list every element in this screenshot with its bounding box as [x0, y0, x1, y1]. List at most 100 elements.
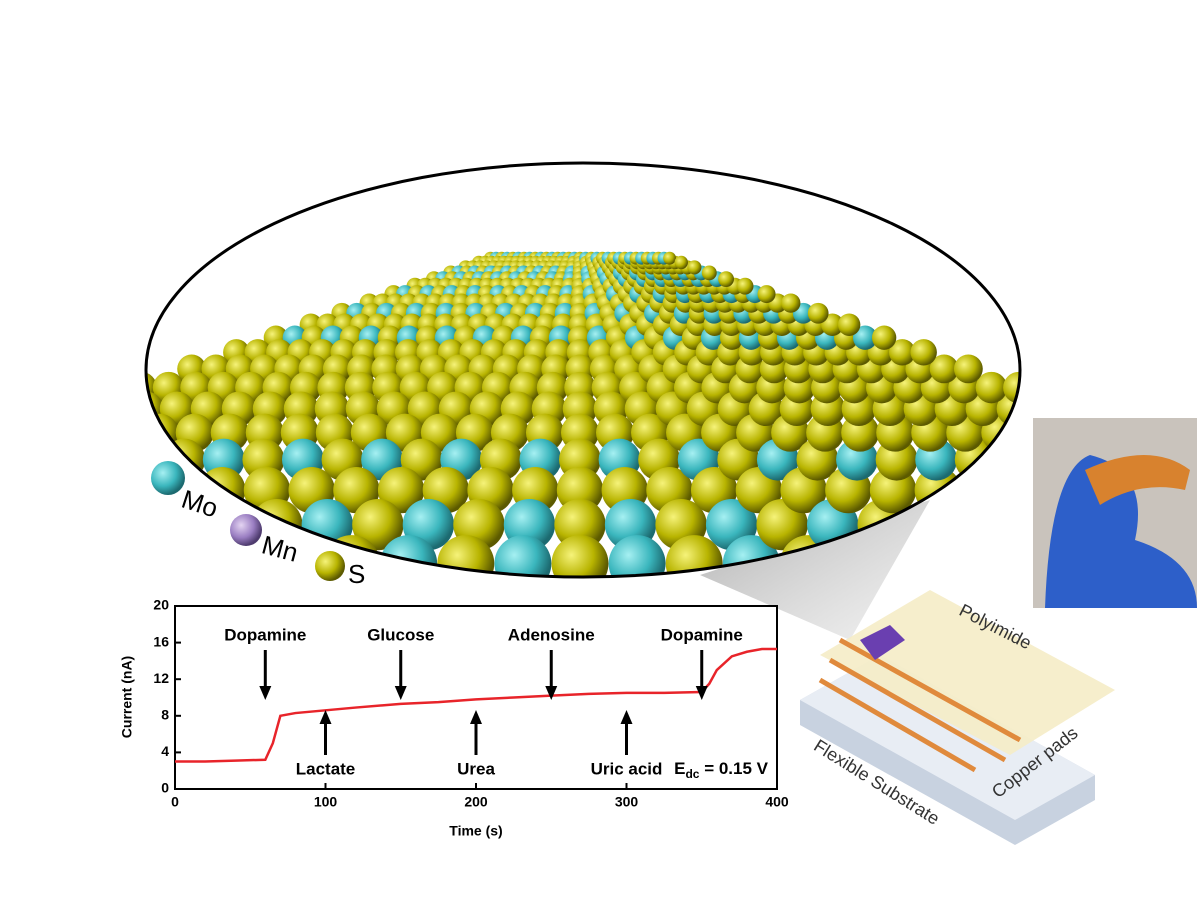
atom — [1128, 622, 1197, 693]
atom — [994, 438, 1020, 481]
annotation: Dopamine — [224, 625, 306, 644]
atom — [608, 535, 666, 577]
atom — [146, 575, 160, 577]
annotation: Lactate — [296, 759, 356, 778]
x-tick-label: 0 — [171, 794, 179, 810]
atom — [45, 439, 87, 481]
atom — [146, 498, 151, 551]
annotation: Urea — [457, 759, 495, 778]
atom — [0, 439, 7, 481]
y-tick-label: 12 — [153, 670, 169, 686]
atom — [951, 535, 1009, 577]
note-main: E — [674, 759, 685, 778]
atom — [756, 498, 808, 551]
atom — [1, 414, 39, 452]
atom — [377, 466, 425, 514]
atom — [437, 535, 495, 577]
arrow-head — [620, 710, 633, 724]
annotation: Uric acid — [591, 759, 663, 778]
atom — [208, 535, 266, 577]
atom — [146, 535, 152, 577]
atom — [959, 466, 1006, 514]
arrow-head — [545, 686, 558, 700]
atom — [551, 535, 609, 577]
annotation: Adenosine — [508, 625, 595, 644]
x-tick-label: 100 — [314, 794, 338, 810]
y-tick-label: 20 — [153, 597, 169, 613]
x-tick-label: 400 — [765, 794, 789, 810]
atom — [687, 260, 702, 275]
arrow-head — [394, 686, 407, 700]
data-line — [175, 647, 777, 763]
atom — [0, 535, 37, 592]
y-tick-label: 4 — [161, 743, 169, 759]
atom — [554, 498, 606, 551]
device — [800, 418, 1197, 845]
atom — [807, 302, 829, 324]
y-tick-label: 8 — [161, 707, 169, 723]
atom — [352, 498, 404, 551]
plot-frame — [174, 605, 778, 790]
atom — [151, 535, 209, 577]
lattice — [0, 163, 1197, 693]
atom — [32, 576, 95, 639]
arrow-head — [259, 686, 272, 700]
atom-label: Mo — [178, 484, 222, 524]
atom — [67, 391, 102, 426]
atom — [674, 255, 688, 270]
atom — [663, 251, 676, 265]
atom-label: S — [348, 559, 365, 589]
atom — [0, 467, 22, 513]
atom — [146, 466, 156, 514]
atom — [929, 354, 959, 384]
arrow-head — [319, 710, 332, 724]
atom — [975, 371, 1008, 404]
y-tick-label: 0 — [161, 780, 169, 796]
zoom-cone — [700, 500, 930, 640]
arrow-head — [470, 710, 482, 724]
atom — [781, 293, 801, 313]
atom — [0, 622, 32, 693]
mn-ball — [230, 514, 262, 546]
atom — [0, 499, 50, 550]
atom — [872, 325, 897, 350]
atom — [910, 339, 937, 366]
note-rest: = 0.15 V — [699, 759, 768, 778]
atom — [84, 439, 126, 481]
s-ball — [315, 551, 345, 581]
atom — [20, 467, 66, 513]
atom — [701, 265, 717, 281]
atom — [71, 414, 109, 452]
arrow-head — [695, 686, 708, 700]
atom — [736, 277, 754, 295]
note-sub: dc — [685, 767, 699, 781]
atom — [106, 414, 144, 452]
atom — [718, 271, 735, 288]
x-tick-label: 300 — [615, 794, 639, 810]
atom — [0, 576, 31, 639]
atom-label: Mn — [259, 529, 302, 567]
annotation: Dopamine — [661, 625, 743, 644]
atom — [5, 439, 47, 481]
atom — [98, 391, 133, 426]
y-tick-label: 16 — [153, 633, 169, 649]
atom — [665, 535, 723, 577]
atom — [852, 325, 878, 350]
atom — [36, 414, 74, 452]
x-tick-label: 200 — [464, 794, 488, 810]
mo-ball — [151, 461, 185, 495]
y-axis-title: Current (nA) — [119, 656, 135, 738]
atom — [958, 498, 1010, 551]
zoom-oval — [144, 161, 1022, 579]
atom — [494, 535, 552, 577]
atom — [65, 467, 111, 513]
atom — [38, 535, 95, 592]
note: Edc = 0.15 V — [674, 759, 769, 781]
atom — [953, 354, 983, 384]
atom — [757, 285, 776, 304]
atom — [837, 313, 861, 336]
x-axis-title: Time (s) — [449, 823, 502, 839]
atom — [34, 622, 105, 693]
annotation: Glucose — [367, 625, 434, 644]
